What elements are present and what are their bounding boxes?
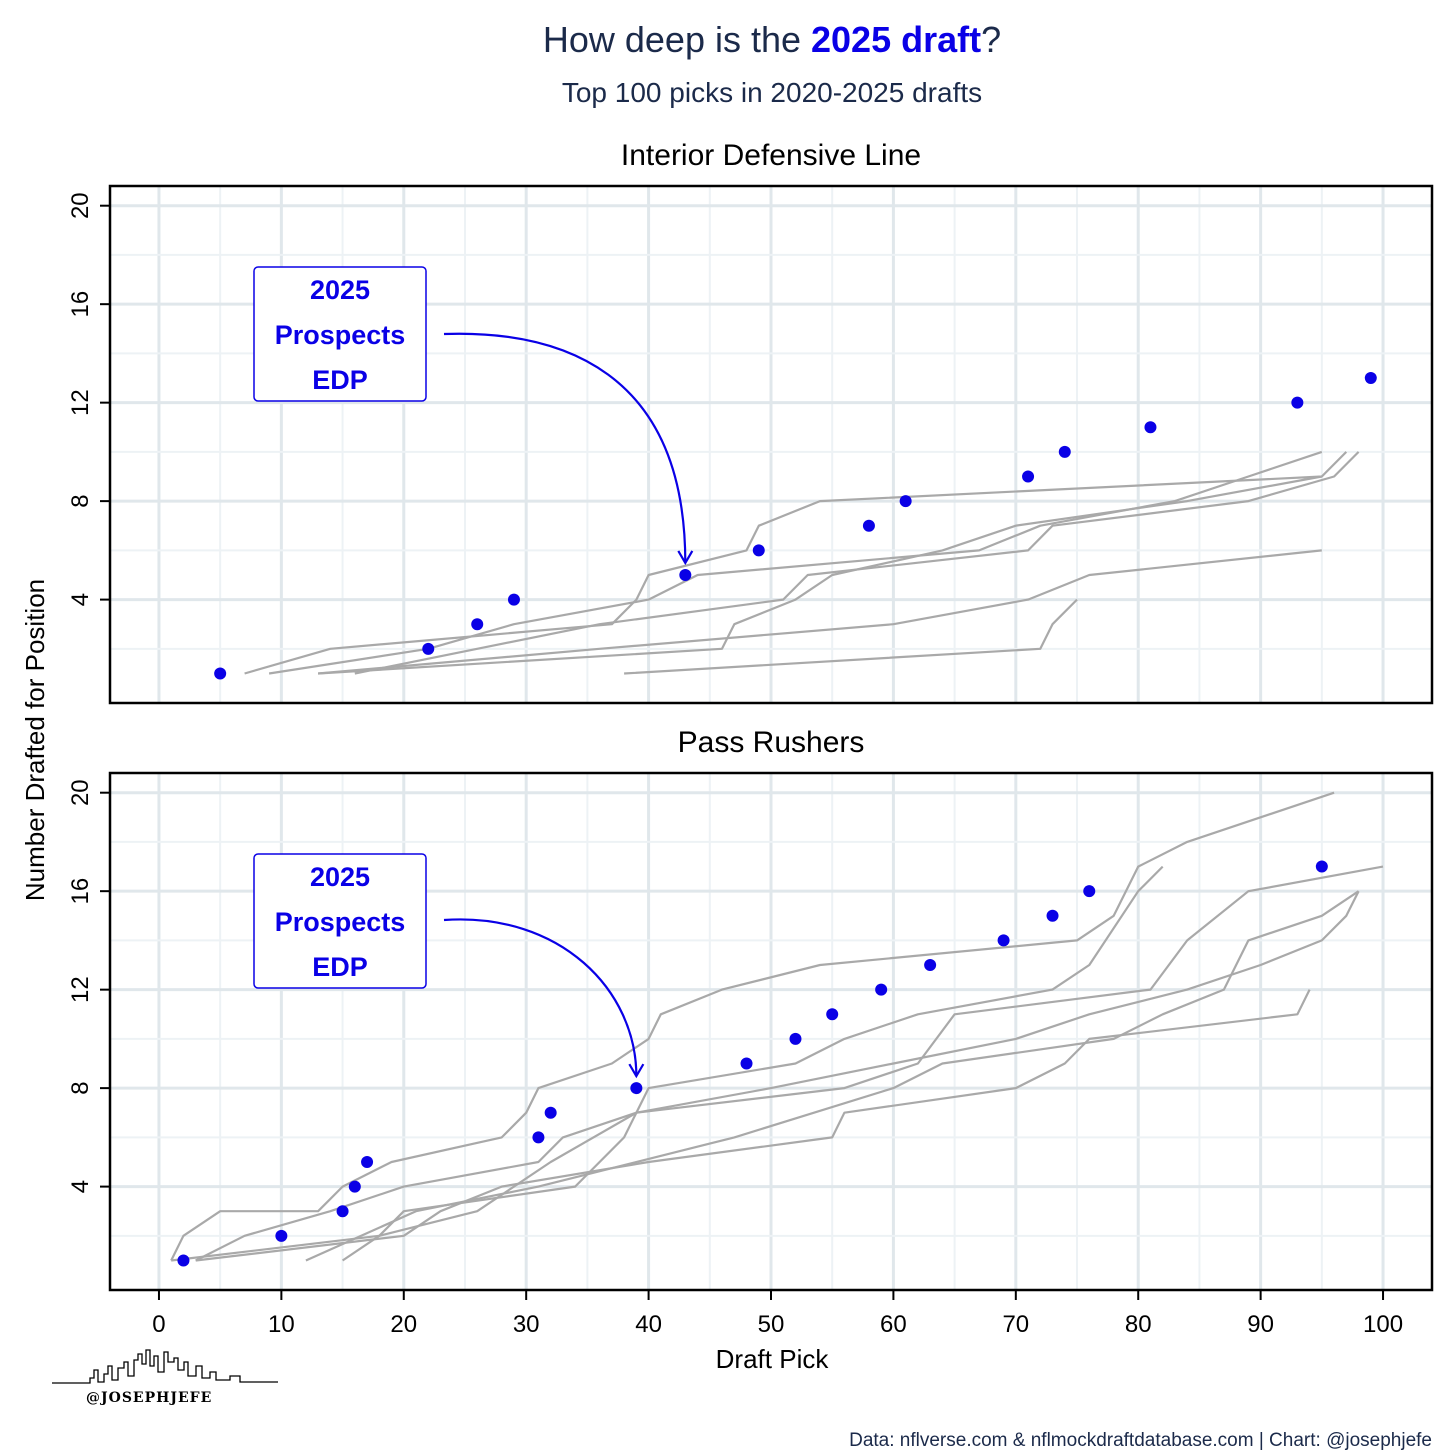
history-series-line-5 [624, 598, 1078, 675]
chart-title-post: ? [981, 19, 1001, 60]
x-axis-label: Draft Pick [716, 1344, 830, 1374]
prospect-point [679, 568, 692, 581]
panel-interior-defensive-line: 4 8 12 16 20 Interior Defensive Line 2025 Prosp… [67, 139, 1434, 705]
chart-subtitle: Top 100 picks in 2020-2025 drafts [562, 77, 982, 108]
chart-title: How deep is the 2025 draft? [543, 19, 1001, 60]
history-series-line-1 [170, 791, 1335, 1261]
facet-title: Pass Rushers [678, 726, 865, 759]
prospect-point [997, 934, 1010, 947]
y-tick-label: 8 [67, 1081, 94, 1094]
history-series-line-6 [318, 549, 1322, 675]
prospect-point [214, 667, 227, 680]
x-tick-label: 10 [268, 1311, 295, 1338]
annotation-box [253, 853, 427, 989]
prospect-point [177, 1254, 190, 1267]
x-tick-label: 40 [635, 1311, 662, 1338]
y-tick-label: 12 [67, 976, 94, 1003]
annotation-label-line: Prospects [275, 320, 406, 350]
history-series-line-3 [171, 865, 1164, 1262]
x-tick-label: 70 [1002, 1311, 1029, 1338]
x-tick-label: 100 [1363, 1311, 1403, 1338]
prospect-point [336, 1205, 349, 1218]
annotation-box [253, 266, 427, 402]
annotation-arrow [443, 332, 687, 563]
annotation-label-line: 2025 [310, 275, 370, 305]
x-tick-label: 90 [1247, 1311, 1274, 1338]
prospect-point [1291, 396, 1304, 409]
x-tick-label: 80 [1125, 1311, 1152, 1338]
y-axis-label: Number Drafted for Position [20, 579, 50, 901]
prospect-point [862, 519, 875, 532]
prospect-point [630, 1082, 643, 1095]
history-series-line-5 [341, 865, 1384, 1262]
history-series-line-2 [268, 450, 1323, 675]
annotation-label-line: Prospects [275, 907, 406, 937]
prospect-point [507, 593, 520, 606]
x-tick-label: 30 [513, 1311, 540, 1338]
prospect-point [1083, 885, 1096, 898]
annotation-label-line: EDP [312, 952, 368, 982]
facet-title: Interior Defensive Line [621, 139, 921, 172]
history-series-line-3 [318, 475, 1322, 675]
prospect-point [826, 1008, 839, 1021]
prospect-point [275, 1229, 288, 1242]
x-tick-label: 50 [758, 1311, 785, 1338]
prospect-point [1144, 421, 1157, 434]
y-tick-label: 20 [67, 779, 94, 806]
prospect-point [789, 1032, 802, 1045]
history-series-line-4 [305, 890, 1360, 1262]
prospect-point [1046, 909, 1059, 922]
history-series-line-4 [354, 451, 1360, 675]
chart-caption: Data: nflverse.com & nflmockdraftdatabas… [849, 1430, 1432, 1451]
prospect-point [740, 1057, 753, 1070]
annotation-arrow [443, 918, 638, 1077]
logo: @JOSEPHJEFE [52, 1349, 278, 1406]
prospect-point [1022, 470, 1035, 483]
annotation-arrowhead-icon [677, 550, 694, 566]
y-tick-label: 8 [67, 494, 94, 507]
history-series-line-2 [195, 890, 1360, 1262]
x-tick-label: 20 [390, 1311, 417, 1338]
prospect-point [348, 1180, 361, 1193]
y-tick-label: 4 [67, 1180, 94, 1193]
x-tick-label: 0 [152, 1311, 165, 1338]
x-tick-label: 60 [880, 1311, 907, 1338]
y-tick-label: 12 [67, 389, 94, 416]
y-tick-label: 16 [67, 291, 94, 318]
prospect-point [361, 1155, 374, 1168]
y-tick-label: 20 [67, 192, 94, 219]
panel-frame [108, 184, 1434, 705]
prospect-point [924, 959, 937, 972]
prospect-point [532, 1131, 545, 1144]
x-axis: 0 10 20 30 40 50 60 70 80 90 100 [152, 1290, 1403, 1338]
skyline-logo-icon [52, 1349, 278, 1384]
prospect-point [752, 544, 765, 557]
prospect-point [422, 642, 435, 655]
y-tick-label: 4 [67, 593, 94, 606]
prospect-point [1364, 372, 1377, 385]
prospect-point [1315, 860, 1328, 873]
prospect-point [1058, 445, 1071, 458]
panel-pass-rushers: 4 8 12 16 20 Pass Rushers 2025 Prospects EDP [67, 726, 1434, 1292]
prospect-point [544, 1106, 557, 1119]
prospect-point [471, 618, 484, 631]
chart-title-pre: How deep is the [543, 19, 811, 60]
annotation-arrowhead-icon [628, 1063, 645, 1079]
annotation-label-line: 2025 [310, 862, 370, 892]
logo-handle-text: @JOSEPHJEFE [86, 1390, 212, 1406]
prospect-point [875, 983, 888, 996]
annotation-label-line: EDP [312, 365, 368, 395]
prospect-point [899, 495, 912, 508]
y-tick-label: 16 [67, 878, 94, 905]
chart-title-highlight: 2025 draft [811, 19, 981, 60]
history-series-line-6 [195, 989, 1311, 1262]
